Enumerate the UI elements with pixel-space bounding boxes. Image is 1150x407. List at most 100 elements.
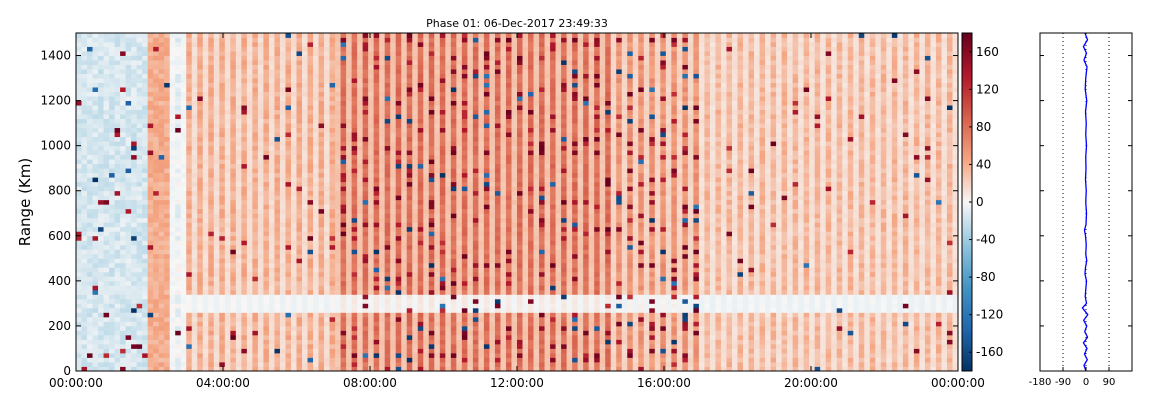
heatmap-cell (395, 64, 402, 70)
heatmap-cell (346, 150, 353, 156)
heatmap-cell (313, 37, 319, 43)
heatmap-cell (318, 100, 325, 106)
heatmap-cell (186, 303, 193, 309)
heatmap-cell (186, 105, 193, 111)
heatmap-cell (186, 312, 193, 318)
heatmap-cell (268, 231, 275, 237)
heatmap-cell (401, 231, 408, 237)
heatmap-cell (329, 321, 336, 327)
heatmap-cell (142, 199, 149, 205)
heatmap-cell (351, 181, 358, 187)
heatmap-cell (368, 186, 375, 192)
heatmap-cell (313, 334, 319, 340)
heatmap-cell (92, 64, 99, 70)
heatmap-cell (368, 343, 375, 349)
heatmap-cell (434, 55, 441, 61)
heatmap-cell (235, 195, 242, 201)
heatmap-cell (153, 132, 160, 138)
heatmap-cell (257, 316, 264, 322)
heatmap-cell (373, 109, 380, 115)
heatmap-cell (290, 73, 297, 79)
heatmap-cell (285, 127, 292, 133)
heatmap-cell (219, 334, 226, 340)
heatmap-cell (401, 132, 408, 138)
heatmap-cell (191, 186, 198, 192)
heatmap-cell (379, 298, 386, 304)
heatmap-cell (180, 150, 187, 156)
heatmap-cell (428, 208, 435, 214)
heatmap-cell (428, 244, 435, 250)
heatmap-cell (318, 361, 325, 367)
heatmap-cell (362, 42, 369, 47)
heatmap-cell (379, 69, 386, 74)
heatmap-cell (384, 145, 391, 151)
heatmap-cell (246, 316, 253, 322)
heatmap-cell (324, 298, 330, 304)
heatmap-cell (142, 258, 149, 264)
heatmap-cell (346, 321, 353, 327)
heatmap-cell (384, 168, 391, 174)
heatmap-cell (76, 312, 82, 318)
heatmap-cell (357, 123, 364, 129)
heatmap-cell (401, 186, 408, 192)
heatmap-cell (76, 51, 82, 56)
heatmap-cell (235, 217, 242, 223)
heatmap-cell (81, 123, 88, 129)
heatmap-cell (158, 159, 165, 165)
heatmap-cell (279, 226, 286, 232)
heatmap-cell (313, 339, 319, 345)
heatmap-cell (175, 168, 182, 174)
heatmap-cell (274, 303, 281, 309)
heatmap-cell (373, 172, 380, 178)
heatmap-cell (219, 339, 226, 345)
heatmap-cell (208, 312, 215, 318)
heatmap-cell (362, 87, 369, 92)
heatmap-cell (208, 186, 215, 192)
heatmap-cell (230, 118, 237, 124)
heatmap-cell (76, 352, 82, 358)
heatmap-cell (368, 303, 375, 309)
heatmap-cell (208, 190, 215, 196)
heatmap-cell (109, 217, 115, 223)
heatmap-cell (114, 289, 121, 295)
heatmap-cell (136, 366, 143, 372)
heatmap-cell (186, 204, 193, 210)
heatmap-cell (164, 60, 171, 65)
heatmap-cell (412, 321, 419, 327)
heatmap-cell (103, 235, 110, 241)
heatmap-cell (307, 361, 314, 367)
heatmap-cell (246, 312, 253, 318)
heatmap-cell (302, 159, 308, 165)
heatmap-cell (302, 208, 308, 214)
heatmap-cell (274, 132, 281, 138)
heatmap-cell (114, 312, 121, 318)
heatmap-cell (208, 37, 215, 43)
heatmap-cell (87, 55, 93, 61)
heatmap-cell (103, 253, 110, 259)
heatmap-cell (208, 204, 215, 210)
heatmap-cell (208, 348, 215, 354)
heatmap-cell (313, 235, 319, 241)
heatmap-cell (202, 172, 209, 178)
heatmap-cell (191, 298, 198, 304)
heatmap-cell (302, 114, 308, 120)
heatmap-cell (98, 150, 104, 156)
heatmap-cell (235, 168, 242, 174)
heatmap-cell (213, 195, 220, 201)
heatmap-cell (351, 258, 358, 264)
heatmap-cell (268, 330, 275, 336)
heatmap-cell (164, 361, 171, 367)
heatmap-cell (147, 73, 154, 79)
heatmap-cell (351, 343, 358, 349)
heatmap-cell (136, 163, 143, 169)
heatmap-cell (428, 285, 435, 291)
heatmap-cell (158, 199, 165, 205)
heatmap-cell (346, 235, 353, 241)
heatmap-cell (235, 186, 242, 192)
heatmap-cell (169, 154, 176, 160)
heatmap-cell (279, 73, 286, 79)
heatmap-cell (180, 280, 187, 286)
heatmap-cell (114, 154, 121, 160)
heatmap-cell (131, 339, 138, 345)
heatmap-cell (164, 240, 171, 246)
